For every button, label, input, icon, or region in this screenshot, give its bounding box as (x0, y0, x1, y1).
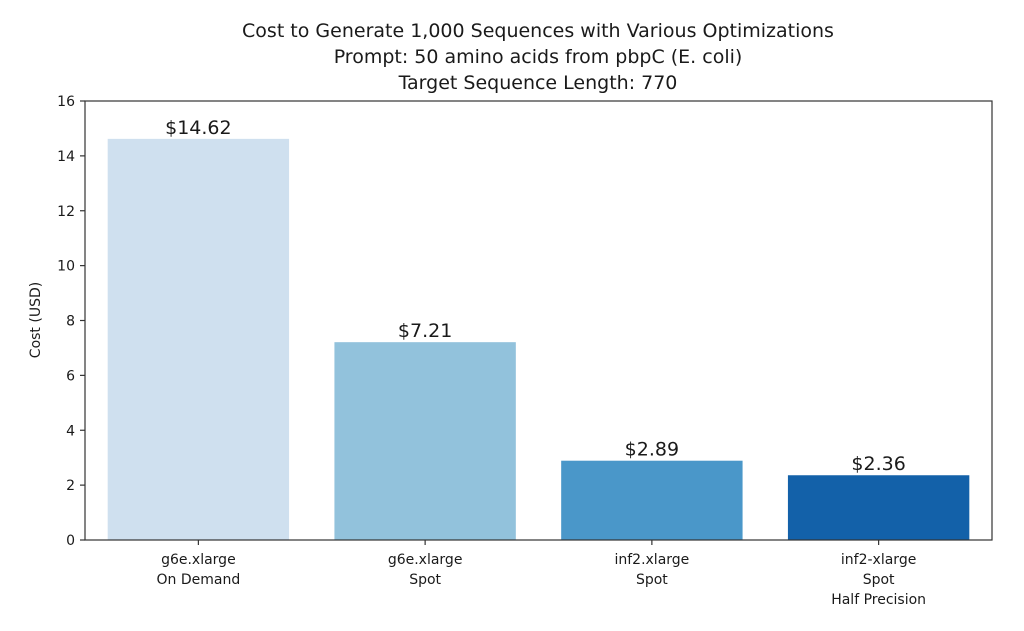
y-axis-label: Cost (USD) (28, 282, 44, 358)
y-tick-label-16: 16 (57, 94, 75, 110)
data-label-4: $2.36 (851, 453, 905, 475)
y-tick-label-8: 8 (66, 314, 75, 330)
bars (107, 138, 970, 540)
x-tick-label-4-line-3: Half Precision (831, 592, 926, 608)
bar-3 (561, 460, 743, 540)
y-tick-label-10: 10 (57, 259, 75, 275)
chart-title-line-3: Target Sequence Length: 770 (398, 72, 678, 94)
x-tick-label-1-line-2: On Demand (157, 572, 241, 588)
data-labels: $14.62 $7.21 $2.89 $2.36 (165, 117, 906, 475)
x-tick-label-1-line-1: g6e.xlarge (161, 552, 236, 568)
x-tick-label-3-line-2: Spot (636, 572, 668, 588)
y-tick-label-2: 2 (66, 478, 75, 494)
x-tick-label-4-line-1: inf2-xlarge (841, 552, 916, 568)
y-tick-label-0: 0 (66, 533, 75, 549)
x-tick-label-4-line-2: Spot (863, 572, 895, 588)
data-label-1: $14.62 (165, 117, 231, 139)
chart-title: Cost to Generate 1,000 Sequences with Va… (242, 20, 834, 94)
y-tick-label-12: 12 (57, 204, 75, 220)
y-tick-label-6: 6 (66, 368, 75, 384)
chart-title-line-2: Prompt: 50 amino acids from pbpC (E. col… (334, 46, 743, 68)
x-tick-label-3-line-1: inf2.xlarge (614, 552, 689, 568)
plot-area-frame (84, 100, 993, 541)
x-tick-label-2-line-1: g6e.xlarge (388, 552, 463, 568)
bar-1 (107, 138, 290, 540)
x-axis-ticks: g6e.xlarge On Demand g6e.xlarge Spot inf2.xl… (157, 540, 926, 608)
x-tick-label-2-line-2: Spot (409, 572, 441, 588)
y-tick-label-4: 4 (66, 423, 75, 439)
chart-title-line-1: Cost to Generate 1,000 Sequences with Va… (242, 20, 834, 42)
y-tick-label-14: 14 (57, 149, 75, 165)
data-label-3: $2.89 (625, 439, 679, 461)
bar-2 (334, 342, 516, 540)
data-label-2: $7.21 (398, 320, 452, 342)
bar-4 (787, 475, 970, 540)
y-axis-ticks: 0 2 4 6 8 10 12 14 16 (57, 94, 85, 549)
